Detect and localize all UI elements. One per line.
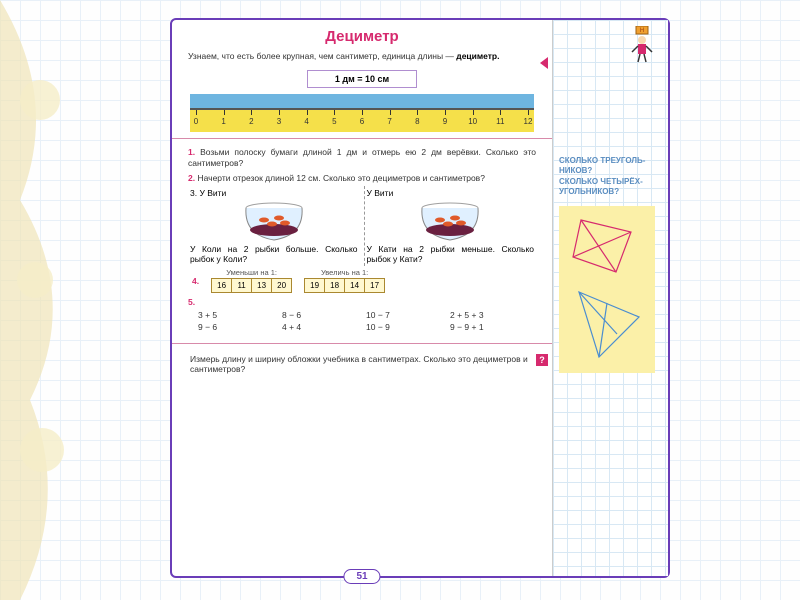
decorative-wave [0, 0, 100, 600]
page-title: Дециметр [182, 28, 542, 45]
intro-body: Узнаем, что есть более крупная, чем сант… [188, 51, 456, 61]
shapes-diagram [561, 212, 653, 362]
task-3-left: 3. У Вити У Коли на 2 рыбки больше. Скол… [188, 186, 360, 266]
expression: 3 + 5 [198, 310, 274, 321]
ruler-number: 8 [415, 117, 419, 126]
task3-right-top: У Вити [367, 188, 394, 198]
ruler-tick [307, 110, 308, 115]
task-3-right: У Вити У Кати на 2 рыбки меньше. Сколько… [364, 186, 537, 266]
expression: 9 − 9 + 1 [450, 322, 526, 333]
task-3: 3. У Вити У Коли на 2 рыбки больше. Скол… [182, 186, 542, 266]
side-column: Н СКОЛЬКО ТРЕУГОЛЬ-НИКОВ? СКОЛЬКО ЧЕТЫРЁ… [552, 20, 668, 576]
task-number: 1. [188, 147, 195, 157]
task3-left-text: У Коли на 2 рыбки больше. Сколько рыбок … [190, 244, 358, 264]
ruler-number: 7 [387, 117, 391, 126]
ruler-tick [334, 110, 335, 115]
ruler-number: 1 [221, 117, 225, 126]
svg-text:Н: Н [640, 28, 644, 34]
table-cell: 16 [212, 279, 232, 293]
task-number: 5. [188, 297, 195, 307]
ruler-number: 2 [249, 117, 253, 126]
ruler-number: 12 [524, 117, 533, 126]
table-cell: 14 [345, 279, 365, 293]
task3-left-top: У Вити [199, 188, 226, 198]
task-text: Возьми полоску бумаги длиной 1 дм и отме… [188, 147, 536, 168]
formula-box: 1 дм = 10 см [307, 70, 417, 88]
ruler-number: 0 [194, 117, 198, 126]
textbook-page: Дециметр Узнаем, что есть более крупная,… [170, 18, 670, 578]
task-5: 5. 3 + 5 8 − 6 10 − 7 2 + 5 + 3 9 − 6 4 + 4 10… [182, 295, 542, 337]
ruler-number: 6 [360, 117, 364, 126]
task-text: Начерти отрезок длиной 12 см. Сколько эт… [197, 173, 484, 183]
fishbowl-icon [415, 200, 485, 242]
task4-left-table: 16111320 [211, 278, 292, 293]
task4-right-table: 19181417 [304, 278, 385, 293]
character-icon: Н [628, 26, 656, 64]
table-cell: 13 [252, 279, 272, 293]
table-cell: 18 [325, 279, 345, 293]
ruler-number: 9 [443, 117, 447, 126]
ruler-number: 4 [304, 117, 308, 126]
divider [172, 343, 552, 344]
question-marker: ? [536, 354, 548, 366]
task-1: 1. Возьми полоску бумаги длиной 1 дм и о… [182, 145, 542, 171]
task-2: 2. Начерти отрезок длиной 12 см. Сколько… [182, 171, 542, 186]
ruler-number: 5 [332, 117, 336, 126]
intro-text: Узнаем, что есть более крупная, чем сант… [182, 51, 542, 66]
expression: 4 + 4 [282, 322, 358, 333]
ruler-tick [528, 110, 529, 115]
task4-right-label: Увеличь на 1: [304, 268, 385, 277]
table-cell: 17 [365, 279, 385, 293]
sidebar-figure [559, 206, 655, 373]
ruler-tick [445, 110, 446, 115]
page-number: 51 [343, 569, 380, 584]
task-4: 4. Уменьши на 1: 16111320 Увеличь на 1: … [182, 266, 542, 295]
ruler: 0123456789101112 [190, 108, 534, 132]
sidebar-question-1: СКОЛЬКО ТРЕУГОЛЬ-НИКОВ? [559, 156, 662, 175]
task-number: 3. [190, 188, 197, 198]
sidebar-question-2: СКОЛЬКО ЧЕТЫРЁХ-УГОЛЬНИКОВ? [559, 177, 662, 196]
ruler-tick [251, 110, 252, 115]
ruler-tick [417, 110, 418, 115]
expression: 10 − 7 [366, 310, 442, 321]
ruler-tick [196, 110, 197, 115]
divider [172, 138, 552, 139]
task4-left-label: Уменьши на 1: [211, 268, 292, 277]
expression: 10 − 9 [366, 322, 442, 333]
task-number: 4. [192, 276, 199, 286]
ruler-tick [500, 110, 501, 115]
ruler-number: 10 [468, 117, 477, 126]
task5-grid: 3 + 5 8 − 6 10 − 7 2 + 5 + 3 9 − 6 4 + 4 10 − … [188, 308, 536, 335]
task4-right-block: Увеличь на 1: 19181417 [304, 268, 385, 293]
ruler-tick [279, 110, 280, 115]
ruler-tick [362, 110, 363, 115]
expression: 9 − 6 [198, 322, 274, 333]
main-column: Дециметр Узнаем, что есть более крупная,… [172, 20, 552, 576]
table-cell: 19 [305, 279, 325, 293]
footer-task: Измерь длину и ширину обложки учебника в… [182, 350, 542, 378]
expression: 2 + 5 + 3 [450, 310, 526, 321]
task4-left-block: Уменьши на 1: 16111320 [211, 268, 292, 293]
expression: 8 − 6 [282, 310, 358, 321]
table-cell: 20 [272, 279, 292, 293]
task-number: 2. [188, 173, 195, 183]
ruler-number: 3 [277, 117, 281, 126]
blue-strip [190, 94, 534, 108]
ruler-number: 11 [496, 117, 504, 126]
intro-keyword: дециметр. [456, 51, 499, 61]
footer-text: Измерь длину и ширину обложки учебника в… [190, 354, 528, 374]
fishbowl-icon [239, 200, 309, 242]
pointer-arrow [540, 57, 548, 69]
table-cell: 11 [232, 279, 252, 293]
ruler-tick [224, 110, 225, 115]
ruler-tick [390, 110, 391, 115]
ruler-tick [473, 110, 474, 115]
task3-right-text: У Кати на 2 рыбки меньше. Сколько рыбок … [367, 244, 535, 264]
